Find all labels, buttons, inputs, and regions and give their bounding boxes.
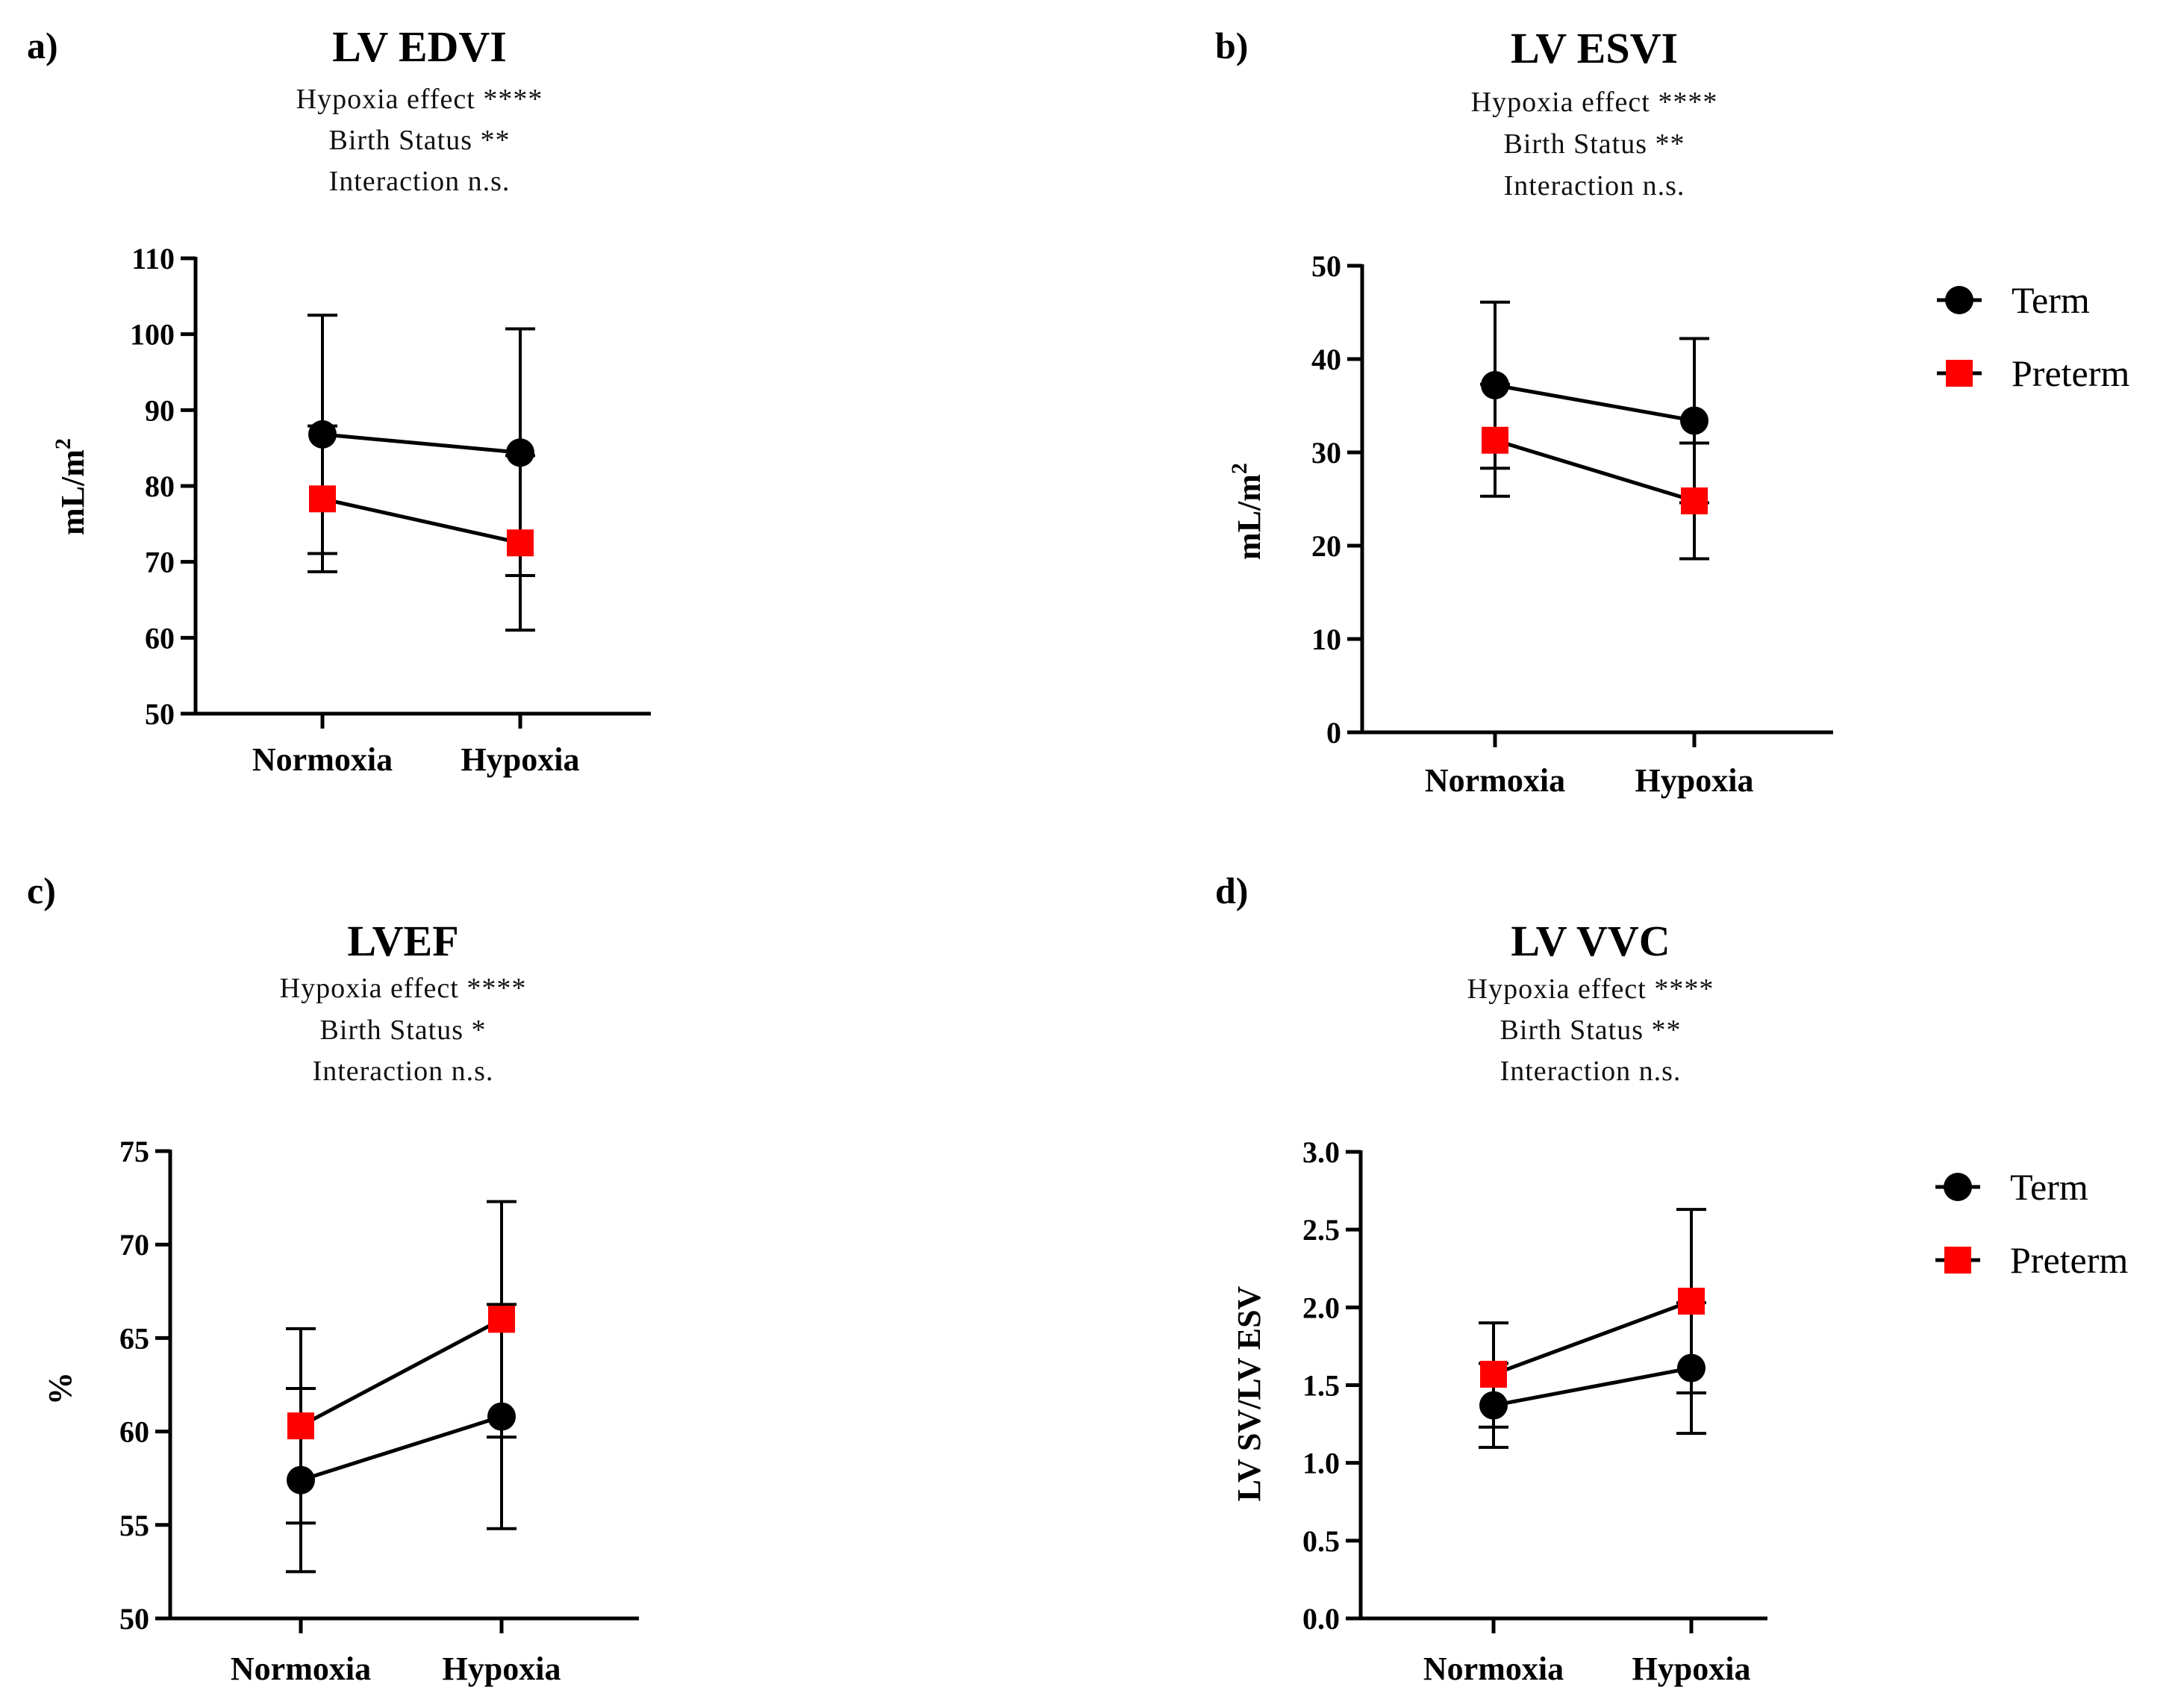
series-preterm (1480, 382, 1709, 561)
series-term (1479, 1301, 1706, 1449)
panel-c: c) LVEF Hypoxia effect **** Birth Status * I… (27, 870, 639, 1687)
series-line (1493, 1366, 1692, 1408)
x-tick-label: Hypoxia (461, 741, 580, 778)
data-point-term (506, 438, 534, 467)
y-tick-label: 65 (119, 1321, 149, 1355)
data-point-preterm (1482, 426, 1508, 454)
stat-line: Hypoxia effect **** (1471, 87, 1718, 118)
x-tick-label: Hypoxia (443, 1651, 561, 1687)
stat-line: Interaction n.s. (313, 1056, 494, 1087)
y-tick-label: 50 (145, 697, 175, 731)
panel-label: d) (1215, 870, 1248, 911)
y-axis-label: mL/m2 (1227, 463, 1267, 560)
panel-label: c) (27, 870, 56, 911)
series-preterm (286, 1200, 517, 1525)
x-tick-label: Normoxia (1423, 1651, 1564, 1687)
stat-line: Hypoxia effect **** (1467, 973, 1714, 1005)
stat-line: Birth Status * (319, 1014, 486, 1046)
y-tick-label: 75 (119, 1135, 149, 1168)
legend-label-term: Term (2012, 279, 2090, 321)
y-tick-label: 0.0 (1302, 1602, 1340, 1636)
series-line (1494, 438, 1695, 503)
data-point-preterm (1681, 487, 1708, 514)
legend: Term Preterm (1937, 279, 2129, 394)
x-tick-label: Hypoxia (1632, 1651, 1751, 1687)
chart-title: LV VVC (1511, 917, 1670, 965)
y-tick-label: 50 (119, 1602, 149, 1636)
chart-title: LV ESVI (1511, 24, 1678, 72)
y-tick-label: 90 (145, 393, 175, 427)
legend-marker-preterm (1946, 360, 1973, 387)
series-preterm (308, 424, 535, 632)
y-tick-label: 50 (1311, 249, 1341, 283)
legend-label-preterm: Preterm (2010, 1239, 2128, 1281)
y-tick-label: 1.0 (1302, 1447, 1340, 1480)
series-line (322, 432, 521, 455)
y-tick-label: 110 (131, 242, 175, 275)
x-tick-label: Normoxia (1425, 762, 1565, 799)
series-term (1480, 300, 1709, 505)
legend-marker-preterm (1944, 1247, 1971, 1274)
y-tick-label: 1.5 (1302, 1369, 1340, 1403)
y-axis-label: mL/m2 (51, 438, 91, 535)
y-tick-label: 30 (1311, 436, 1341, 470)
series-line (1494, 383, 1695, 423)
y-tick-label: 80 (145, 470, 175, 503)
data-point-preterm (488, 1306, 515, 1333)
y-tick-label: 100 (130, 318, 175, 352)
legend-marker-term (1944, 1173, 1972, 1201)
stat-line: Birth Status ** (1503, 128, 1685, 160)
series-line (299, 1318, 503, 1428)
chart-title: LV EDVI (332, 22, 507, 71)
data-point-preterm (1480, 1360, 1507, 1388)
legend: Term Preterm (1935, 1166, 2128, 1281)
y-tick-label: 60 (145, 621, 175, 655)
stat-line: Hypoxia effect **** (280, 973, 527, 1004)
stat-line: Interaction n.s. (1500, 1056, 1682, 1087)
legend-label-preterm: Preterm (2012, 352, 2129, 394)
y-tick-label: 2.0 (1302, 1291, 1340, 1324)
chart-title: LVEF (347, 917, 458, 965)
x-tick-label: Normoxia (252, 741, 393, 778)
stat-line: Interaction n.s. (329, 166, 511, 197)
panel-label: a) (27, 25, 58, 66)
y-tick-label: 70 (119, 1228, 149, 1262)
series-term (308, 314, 535, 577)
series-term (286, 1303, 517, 1574)
x-tick-label: Normoxia (231, 1651, 371, 1687)
stat-line: Birth Status ** (1500, 1014, 1681, 1046)
y-tick-label: 40 (1311, 343, 1341, 376)
y-tick-label: 2.5 (1302, 1213, 1340, 1247)
y-tick-label: 3.0 (1302, 1135, 1340, 1169)
legend-marker-term (1945, 286, 1973, 314)
x-tick-label: Hypoxia (1635, 762, 1754, 799)
panel-b: b) LV ESVI Hypoxia effect **** Birth Status… (1215, 24, 2129, 799)
y-tick-label: 0.5 (1302, 1524, 1340, 1558)
panel-a: a) LV EDVI Hypoxia effect **** Birth Status… (27, 22, 651, 778)
y-tick-label: 70 (145, 546, 175, 579)
series-preterm (1479, 1208, 1706, 1429)
stat-line: Birth Status ** (328, 125, 510, 156)
y-axis-label: LV SV/LV ESV (1231, 1285, 1267, 1501)
data-point-term (1680, 406, 1708, 435)
series-line (1493, 1299, 1692, 1377)
y-tick-label: 10 (1311, 623, 1341, 656)
data-point-preterm (507, 529, 534, 557)
series-line (300, 1415, 502, 1483)
panel-label: b) (1215, 25, 1248, 66)
data-point-preterm (1678, 1288, 1705, 1315)
y-axis-label: % (42, 1372, 78, 1405)
stat-line: Interaction n.s. (1504, 170, 1685, 202)
data-point-preterm (287, 1412, 314, 1440)
y-tick-label: 20 (1311, 529, 1341, 563)
y-tick-label: 0 (1326, 716, 1341, 749)
panel-d: d) LV VVC Hypoxia effect **** Birth Status … (1215, 870, 2128, 1687)
stat-line: Hypoxia effect **** (296, 84, 543, 115)
y-tick-label: 60 (119, 1415, 149, 1449)
y-tick-label: 55 (119, 1509, 149, 1542)
data-point-preterm (309, 485, 336, 513)
series-line (322, 496, 521, 545)
legend-label-term: Term (2010, 1166, 2088, 1208)
